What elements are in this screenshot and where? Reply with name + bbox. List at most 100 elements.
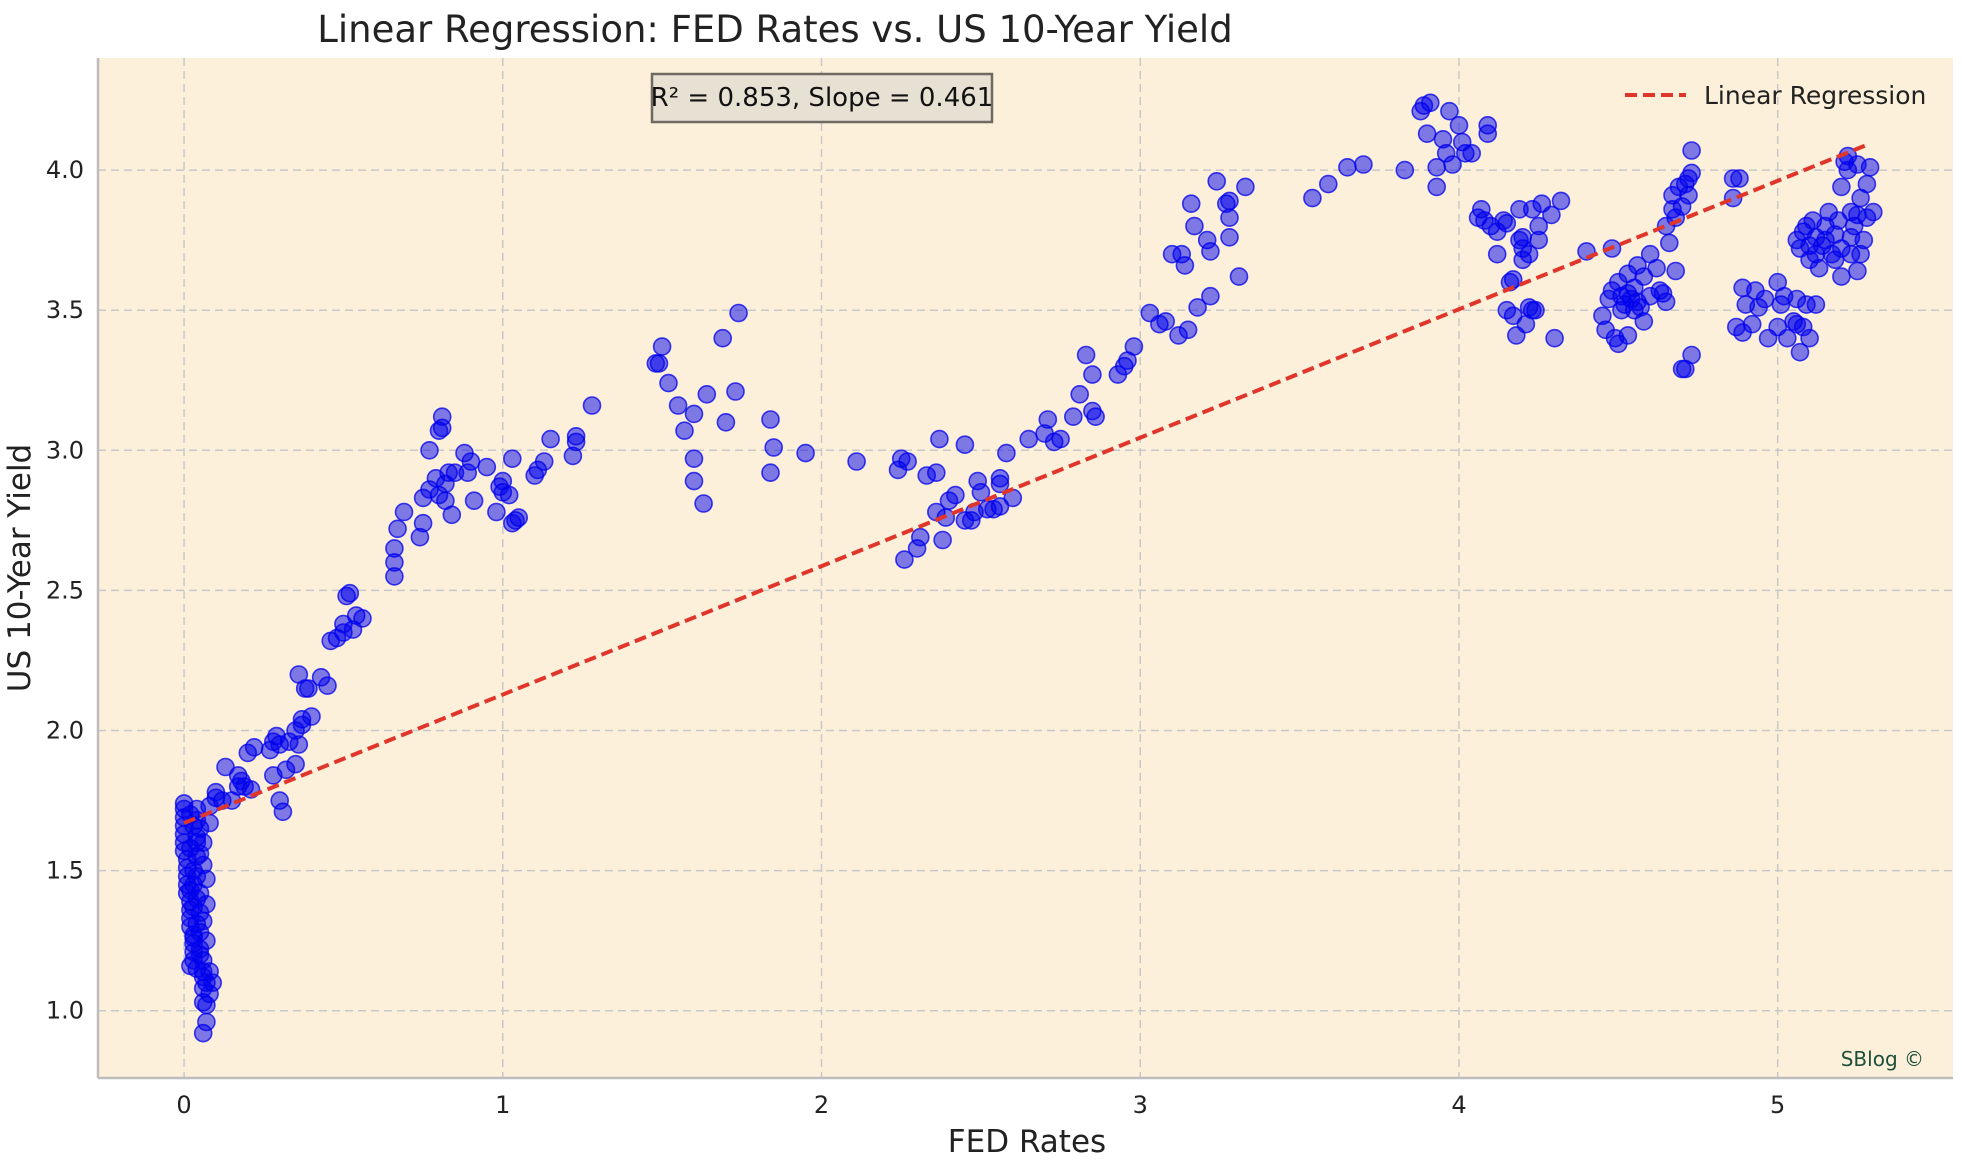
data-point-54 [203, 973, 222, 993]
data-point-112 [413, 513, 433, 533]
data-point-280 [1545, 328, 1564, 348]
data-point-86 [286, 754, 305, 774]
data-point-244 [1440, 101, 1459, 121]
data-point-224 [1207, 172, 1226, 191]
data-point-269 [1513, 228, 1532, 247]
data-point-212 [1156, 312, 1175, 331]
x-tick-labels: 0 1 2 3 4 5 [176, 1091, 1785, 1119]
data-point-157 [694, 494, 713, 513]
data-point-60 [187, 889, 207, 909]
data-point-61 [190, 939, 210, 959]
regression-line [183, 143, 1868, 825]
y-tick-label-3: 2.5 [46, 576, 84, 604]
data-point-222 [1201, 286, 1220, 306]
data-point-241 [1427, 177, 1446, 197]
data-point-235 [1395, 160, 1415, 180]
data-point-201 [1070, 384, 1089, 404]
data-point-151 [659, 373, 678, 393]
data-point-220 [1188, 298, 1207, 317]
x-axis-title: FED Rates [948, 1124, 1106, 1160]
data-point-281 [1551, 191, 1571, 211]
data-point-181 [946, 485, 965, 505]
data-point-257 [1487, 244, 1507, 264]
data-point-153 [675, 421, 694, 441]
data-point-259 [1497, 214, 1517, 233]
data-point-343 [1778, 328, 1797, 348]
data-point-229 [1229, 267, 1249, 286]
grid-lines [98, 58, 1953, 1078]
data-point-246 [1449, 116, 1469, 135]
data-point-231 [1303, 188, 1322, 208]
y-tick-label-6: 4.0 [46, 156, 84, 184]
data-point-324 [1682, 163, 1701, 183]
data-point-94 [302, 707, 321, 726]
data-point-156 [684, 471, 704, 491]
data-point-88 [289, 735, 309, 754]
data-point-146 [566, 432, 586, 452]
data-point-158 [697, 384, 717, 404]
data-point-382 [1854, 230, 1874, 250]
data-point-115 [420, 440, 439, 460]
data-point-108 [385, 539, 404, 558]
watermark: SBlog © [1841, 1047, 1924, 1071]
data-point-93 [299, 679, 318, 698]
axes-spines [96, 58, 1953, 1080]
data-point-228 [1220, 191, 1239, 211]
annotation-text: R² = 0.853, Slope = 0.461 [651, 83, 994, 113]
data-point-199 [1051, 429, 1070, 449]
data-point-217 [1178, 320, 1198, 340]
data-point-170 [898, 452, 917, 471]
data-point-337 [1755, 289, 1775, 309]
data-point-96 [318, 676, 337, 696]
data-point-304 [1634, 267, 1654, 286]
data-point-383 [1857, 174, 1877, 194]
data-point-165 [764, 438, 784, 457]
data-point-371 [1832, 177, 1851, 197]
data-point-219 [1185, 216, 1204, 236]
data-point-296 [1618, 326, 1638, 345]
data-point-129 [464, 491, 484, 511]
data-point-167 [847, 452, 866, 471]
data-point-110 [394, 502, 414, 522]
chart-title: Linear Regression: FED Rates vs. US 10-Y… [317, 8, 1232, 51]
x-tick-label-5: 5 [1770, 1091, 1785, 1119]
legend: Linear Regression [1625, 81, 1926, 110]
plot-area-background [98, 58, 1953, 1078]
data-point-330 [1730, 169, 1749, 188]
data-point-223 [1201, 242, 1220, 261]
data-point-205 [1086, 407, 1105, 427]
data-point-191 [990, 468, 1010, 488]
data-point-322 [1679, 186, 1698, 205]
data-point-76 [244, 737, 264, 757]
data-point-202 [1076, 345, 1096, 365]
data-point-105 [353, 609, 372, 628]
y-tick-labels: 1.0 1.5 2.0 2.5 3.0 3.5 4.0 [46, 156, 84, 1025]
data-point-173 [910, 527, 930, 547]
data-point-195 [1019, 429, 1038, 449]
data-point-160 [716, 412, 736, 432]
data-point-303 [1634, 312, 1654, 331]
data-point-216 [1175, 256, 1195, 275]
data-point-218 [1181, 194, 1201, 213]
data-points [174, 93, 1883, 1043]
data-point-159 [713, 328, 733, 348]
data-point-164 [761, 463, 780, 483]
y-tick-label-1: 1.5 [46, 857, 84, 885]
data-point-161 [726, 382, 745, 401]
y-tick-label-0: 1.0 [46, 997, 84, 1025]
data-point-166 [796, 443, 815, 463]
data-point-230 [1236, 177, 1255, 197]
data-point-263 [1503, 306, 1523, 326]
data-point-171 [895, 550, 914, 569]
data-point-251 [1478, 124, 1497, 143]
data-point-187 [971, 482, 991, 502]
data-point-177 [930, 429, 949, 449]
x-tick-label-0: 0 [176, 1091, 191, 1119]
data-point-193 [997, 443, 1016, 463]
y-tick-label-4: 3.0 [46, 436, 84, 464]
data-point-139 [493, 482, 513, 502]
data-point-277 [1529, 230, 1548, 250]
data-point-227 [1220, 228, 1239, 247]
data-point-83 [273, 802, 293, 822]
